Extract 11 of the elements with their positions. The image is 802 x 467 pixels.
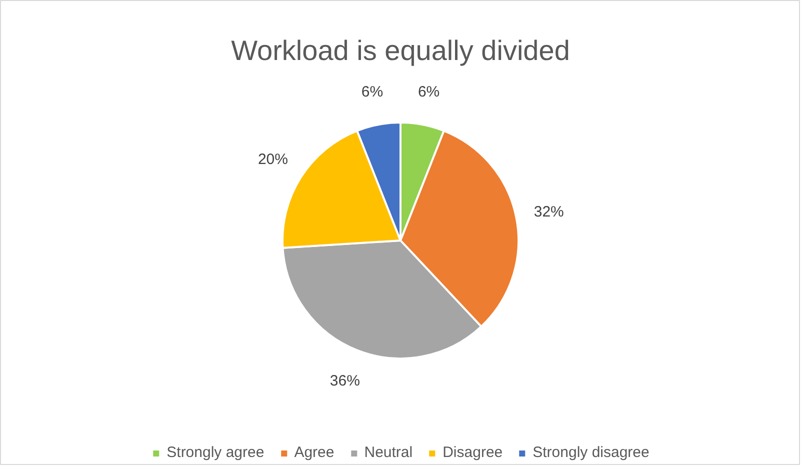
chart-title: Workload is equally divided bbox=[231, 35, 570, 66]
data-label: 36% bbox=[330, 372, 360, 390]
data-label: 32% bbox=[534, 204, 564, 221]
legend-label: Neutral bbox=[364, 444, 413, 461]
data-label: 20% bbox=[258, 151, 288, 168]
legend-label: Disagree bbox=[442, 444, 503, 461]
data-label: 6% bbox=[418, 84, 440, 101]
legend-label: Strongly disagree bbox=[532, 444, 650, 461]
data-label: 6% bbox=[361, 84, 384, 101]
legend-label: Agree bbox=[294, 444, 334, 461]
legend-label: Strongly agree bbox=[166, 444, 264, 461]
